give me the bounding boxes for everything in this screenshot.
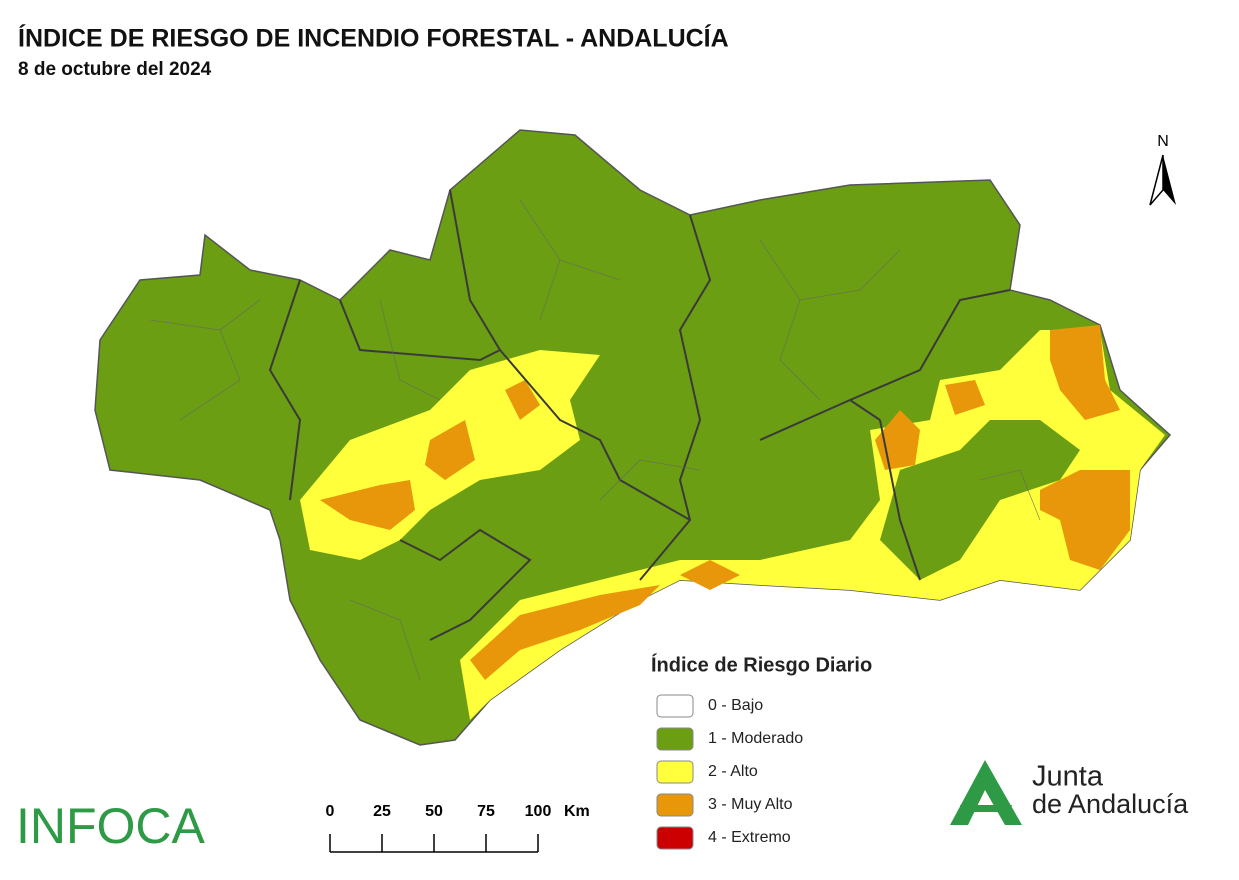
junta-logo-line1: Junta [1032,761,1104,793]
legend-title: Índice de Riesgo Diario [651,653,872,676]
legend-swatch [656,826,694,850]
region-muy-alto [470,585,660,680]
infoca-logo: INFOCA [16,798,206,854]
scale-label: 50 [425,803,443,820]
map [94,129,1172,746]
north-arrow-right [1163,155,1176,205]
legend-swatch [656,694,694,718]
province-borders [268,189,1011,641]
junta-logo-mark [950,760,1022,825]
legend-label: 3 - Muy Alto [708,796,793,813]
region-muy-alto [320,480,415,530]
region-muy-alto [505,380,540,420]
north-label: N [1157,133,1169,150]
scale-label: 0 [326,803,335,820]
region-muy-alto [1050,325,1120,420]
legend-label: 2 - Alto [708,763,758,780]
scale-label: 100 [525,803,552,820]
legend-label: 0 - Bajo [708,697,763,714]
junta-logo-line2: de Andalucía [1032,789,1189,819]
subtitle: 8 de octubre del 2024 [18,59,212,80]
region-muy-alto [1040,470,1130,570]
region-muy-alto [945,380,985,415]
region-muy-alto [680,560,740,590]
region-muy-alto [425,420,475,480]
legend-swatch [656,793,694,817]
legend-swatch [656,727,694,751]
legend-label: 4 - Extremo [708,829,791,846]
legend-label: 1 - Moderado [708,730,803,747]
north-arrow: N [1149,133,1176,206]
municipal-borders [149,199,1041,681]
legend: 0 - Bajo 1 - Moderado 2 - Alto 3 - Muy Alto… [656,694,803,850]
title: ÍNDICE DE RIESGO DE INCENDIO FORESTAL - … [18,24,729,53]
legend-swatch [656,760,694,784]
scale-label: 75 [477,803,495,820]
scale-unit: Km [564,803,590,820]
north-arrow-left [1149,154,1164,206]
junta-logo-bar [960,805,1012,812]
scale-label: 25 [373,803,391,820]
scale-bar: 0 25 50 75 100 Km [326,803,590,853]
junta-logo: Junta de Andalucía [950,760,1189,825]
region-moderado [880,420,1080,580]
